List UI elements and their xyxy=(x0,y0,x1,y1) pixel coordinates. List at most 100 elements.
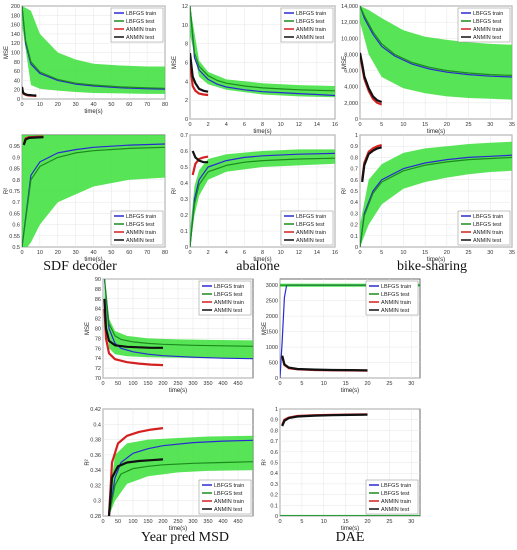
x-tick-label: 10 xyxy=(37,102,43,108)
x-tick-label: 400 xyxy=(218,519,227,525)
legend-label: ANMIN test xyxy=(126,238,155,244)
series-line-anmin-train xyxy=(107,427,164,516)
x-tick-label: 150 xyxy=(143,519,152,525)
x-tick-label: 30 xyxy=(487,122,493,128)
x-tick-label: 10 xyxy=(321,519,327,525)
series-line-lbfgs-train xyxy=(108,439,253,516)
y-axis-label: R² xyxy=(85,459,91,465)
x-tick-label: 70 xyxy=(144,102,150,108)
y-tick-label: 0 xyxy=(355,117,358,123)
x-tick-label: 20 xyxy=(55,102,61,108)
series-line-lbfgs-test xyxy=(190,6,335,92)
x-axis-label: time(s) xyxy=(84,109,102,115)
x-tick-label: 10 xyxy=(37,250,43,256)
y-tick-label: 10,000 xyxy=(341,36,358,42)
y-tick-label: 0.42 xyxy=(90,407,101,413)
y-tick-label: 0.8 xyxy=(350,155,358,161)
x-tick-label: 300 xyxy=(188,381,197,387)
x-tick-label: 15 xyxy=(343,381,349,387)
x-tick-label: 450 xyxy=(233,381,242,387)
x-tick-label: 5 xyxy=(380,122,383,128)
y-tick-label: 180 xyxy=(11,13,20,19)
y-axis-label: R² xyxy=(4,188,10,194)
x-tick-label: 150 xyxy=(143,381,152,387)
y-axis-label: MSE xyxy=(342,56,348,69)
x-tick-label: 0 xyxy=(358,250,361,256)
lbfgs-variance-band xyxy=(22,135,165,247)
y-tick-label: 0.7 xyxy=(270,439,278,445)
legend-label: ANMIN train xyxy=(214,300,244,306)
x-tick-label: 200 xyxy=(158,381,167,387)
y-tick-label: 70 xyxy=(95,376,101,382)
x-tick-label: 15 xyxy=(422,122,428,128)
y-tick-label: 0.2 xyxy=(270,493,278,499)
caption-abalone: abalone xyxy=(236,259,280,274)
series-line-anmin-test xyxy=(281,355,368,372)
y-tick-label: 0.5 xyxy=(270,461,278,467)
legend-label: LBFGS train xyxy=(126,11,156,17)
lbfgs-variance-band xyxy=(22,6,165,94)
x-tick-label: 16 xyxy=(332,122,338,128)
y-tick-label: 0.95 xyxy=(9,144,20,150)
series-line-anmin-test xyxy=(190,52,209,93)
x-tick-label: 50 xyxy=(115,381,121,387)
x-tick-label: 5 xyxy=(380,250,383,256)
series-line-anmin-test xyxy=(103,298,163,349)
legend-label: LBFGS train xyxy=(381,284,411,290)
legend-label: LBFGS train xyxy=(296,214,326,220)
y-tick-label: 76 xyxy=(95,346,101,352)
x-tick-label: 100 xyxy=(128,519,137,525)
series-line-anmin-test xyxy=(22,86,37,97)
y-tick-label: 40 xyxy=(14,78,20,84)
y-tick-label: 0.75 xyxy=(9,189,20,195)
legend-label: LBFGS test xyxy=(473,222,502,228)
series-line-lbfgs-test xyxy=(22,146,165,247)
y-tick-label: 0.6 xyxy=(12,223,20,229)
x-tick-label: 50 xyxy=(115,519,121,525)
x-axis-label: time(s) xyxy=(341,526,359,532)
lbfgs-variance-band xyxy=(109,435,253,516)
legend-label: LBFGS train xyxy=(381,483,411,489)
series-line-anmin-train xyxy=(191,155,209,176)
chart-panel-5: 0 2 4 6 8 10 12 14 16 0 0.1 0.2 0.3 0.4 0.5 0.6 0.7 time(… xyxy=(172,133,338,263)
x-tick-label: 200 xyxy=(158,519,167,525)
x-tick-label: 14 xyxy=(314,250,320,256)
y-tick-label: 14,000 xyxy=(341,4,358,10)
y-tick-label: 12 xyxy=(182,4,188,10)
legend-label: LBFGS train xyxy=(214,483,244,489)
lbfgs-variance-band xyxy=(190,6,335,98)
x-tick-label: 0 xyxy=(101,519,104,525)
legend-label: ANMIN train xyxy=(473,27,503,33)
x-tick-label: 80 xyxy=(162,250,168,256)
y-tick-label: 0.65 xyxy=(9,211,20,217)
x-tick-label: 25 xyxy=(466,122,472,128)
y-tick-label: 0.4 xyxy=(180,181,188,187)
y-axis-label: R² xyxy=(172,188,178,194)
x-tick-label: 0 xyxy=(278,381,281,387)
x-tick-label: 10 xyxy=(278,122,284,128)
legend-label: ANMIN test xyxy=(296,238,325,244)
x-tick-label: 30 xyxy=(408,519,414,525)
series-line-anmin-test xyxy=(361,146,382,183)
chart-panel-3: 0 5 10 15 20 25 30 35 0 2,000 4,000 6,000 8,000 10,00… xyxy=(341,4,515,135)
series-line-lbfgs-train xyxy=(190,6,335,97)
x-tick-label: 10 xyxy=(400,250,406,256)
y-tick-label: 0.38 xyxy=(90,438,101,444)
y-tick-label: 0.1 xyxy=(350,234,358,240)
y-tick-label: 100 xyxy=(11,51,20,57)
chart-panel-7: 0 50 100 150 200 250 300 350 400 450 70 72 74 76 78 80 8… xyxy=(85,277,254,394)
legend-label: LBFGS train xyxy=(296,11,326,17)
legend-label: ANMIN test xyxy=(381,507,410,513)
x-tick-label: 4 xyxy=(225,122,228,128)
y-tick-label: 0.28 xyxy=(90,514,101,520)
series-line-lbfgs-train xyxy=(360,6,512,78)
y-tick-label: 0.1 xyxy=(270,503,278,509)
x-tick-label: 30 xyxy=(73,250,79,256)
legend-label: ANMIN train xyxy=(381,499,411,505)
x-tick-label: 10 xyxy=(278,250,284,256)
x-tick-label: 10 xyxy=(321,381,327,387)
y-tick-label: 0.2 xyxy=(350,223,358,229)
y-tick-label: 74 xyxy=(95,356,101,362)
chart-panel-6: 0 5 10 15 20 25 30 35 0 0.1 0.2 0.3 0.4 0.5 0.6 0.7 0.8 0… xyxy=(342,133,515,263)
